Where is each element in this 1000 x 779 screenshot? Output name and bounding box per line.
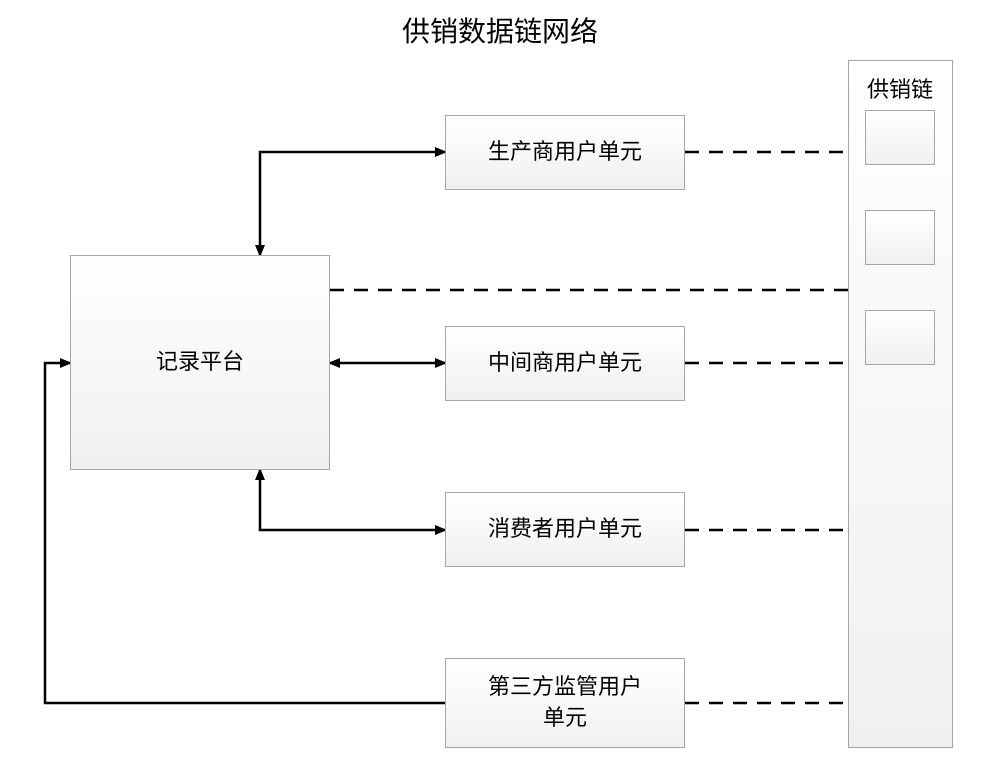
node-consumer: 消费者用户单元	[445, 492, 685, 567]
node-thirdparty: 第三方监管用户 单元	[445, 658, 685, 748]
node-consumer-label: 消费者用户单元	[488, 514, 642, 545]
node-platform: 记录平台	[70, 255, 330, 470]
chain-title: 供销链	[867, 72, 933, 104]
chain-node-0	[865, 110, 935, 165]
chain-node-2	[865, 310, 935, 365]
node-middleman: 中间商用户单元	[445, 326, 685, 401]
arrow-platform-consumer	[260, 470, 445, 530]
node-thirdparty-label: 第三方监管用户 单元	[488, 672, 642, 734]
arrow-platform-producer	[260, 152, 445, 255]
node-platform-label: 记录平台	[156, 347, 244, 378]
chain-node-1	[865, 210, 935, 265]
node-middleman-label: 中间商用户单元	[488, 348, 642, 379]
node-producer: 生产商用户单元	[445, 115, 685, 190]
diagram-title: 供销数据链网络	[402, 10, 598, 50]
node-producer-label: 生产商用户单元	[488, 137, 642, 168]
